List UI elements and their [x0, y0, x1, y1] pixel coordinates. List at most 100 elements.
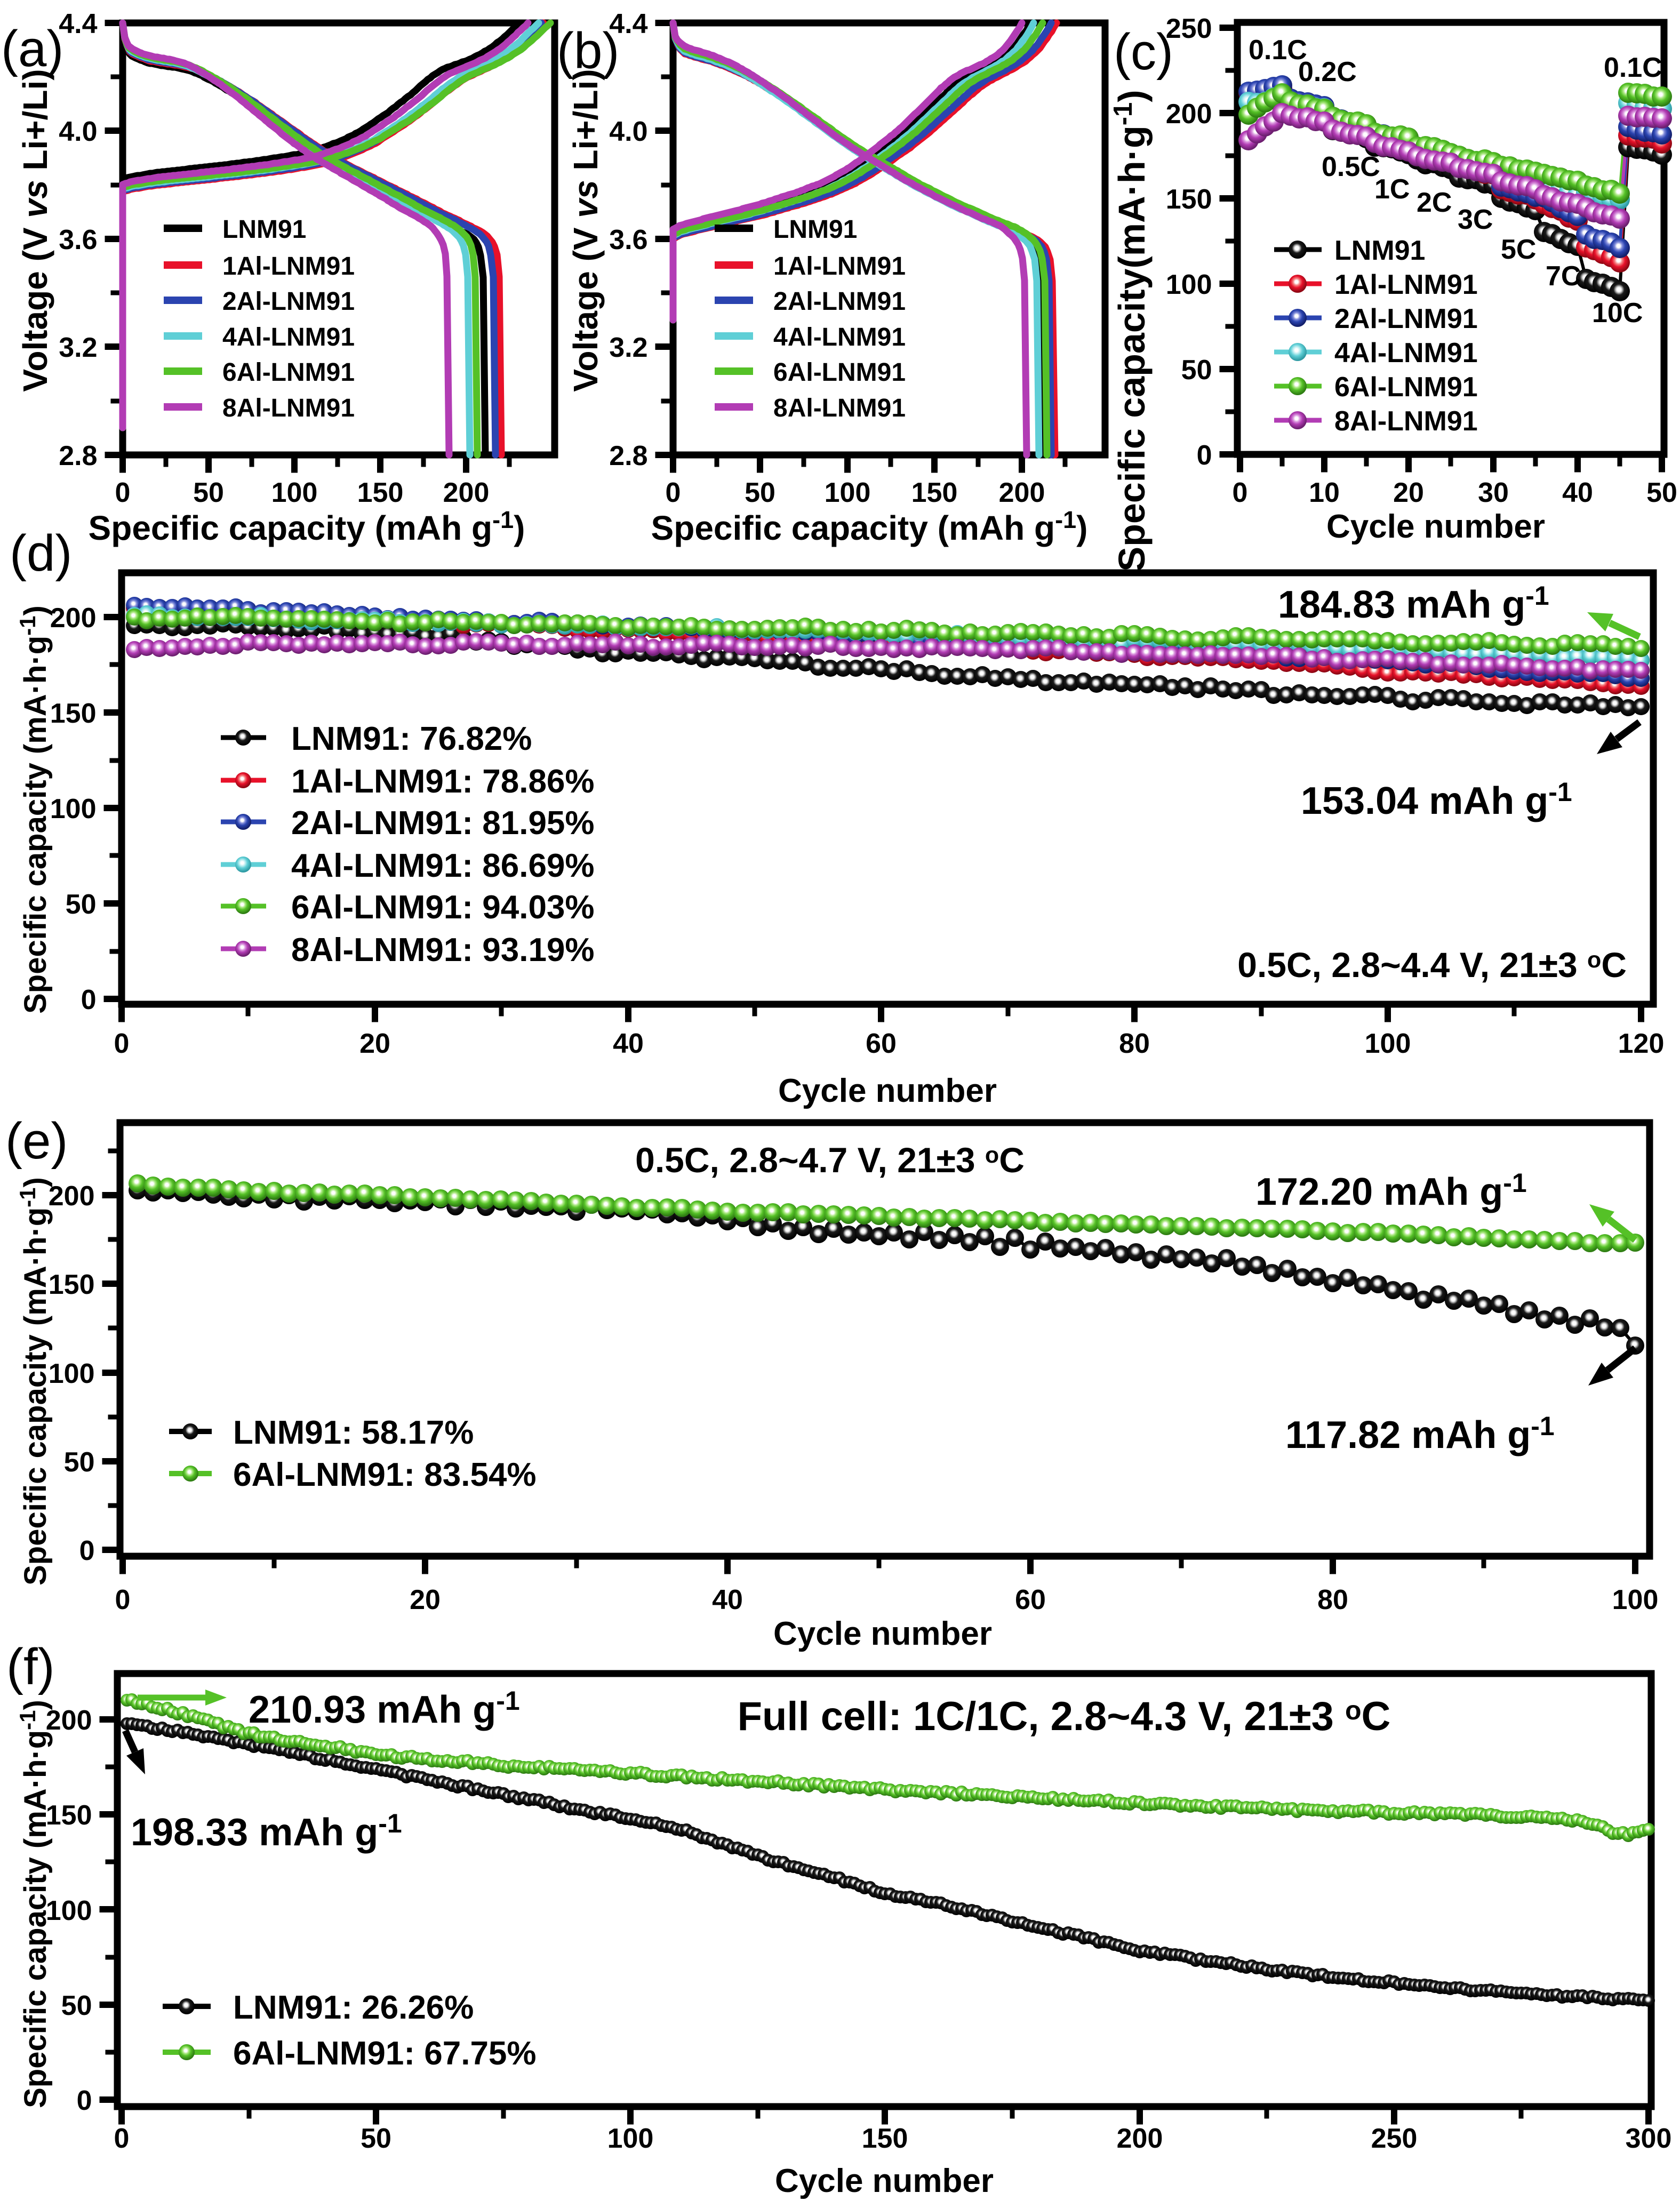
svg-text:153.04 mAh g-1: 153.04 mAh g-1	[1301, 777, 1572, 822]
svg-text:120: 120	[1618, 1028, 1665, 1059]
svg-text:1Al-LNM91: 78.86%: 1Al-LNM91: 78.86%	[291, 763, 595, 800]
svg-text:8Al-LNM91: 8Al-LNM91	[773, 394, 906, 422]
svg-text:20: 20	[410, 1584, 441, 1615]
svg-text:150: 150	[862, 2123, 908, 2154]
svg-text:0.5C: 0.5C	[1322, 151, 1380, 182]
svg-text:Specific capacity (mA·h·g-1): Specific capacity (mA·h·g-1)	[15, 1700, 53, 2108]
svg-text:150: 150	[49, 1269, 95, 1300]
svg-text:4Al-LNM91: 4Al-LNM91	[1334, 338, 1478, 369]
svg-text:200: 200	[1166, 99, 1212, 130]
svg-text:200: 200	[443, 477, 490, 508]
svg-text:(a): (a)	[1, 20, 63, 77]
svg-text:100: 100	[49, 1358, 95, 1389]
svg-text:6Al-LNM91: 6Al-LNM91	[222, 358, 355, 387]
svg-text:0.5C, 2.8~4.4 V, 21±3 oC: 0.5C, 2.8~4.4 V, 21±3 oC	[1237, 945, 1627, 985]
svg-text:1C: 1C	[1374, 174, 1410, 205]
svg-text:100: 100	[825, 477, 871, 508]
svg-text:LNM91: LNM91	[1334, 235, 1425, 266]
svg-text:60: 60	[866, 1028, 897, 1059]
svg-text:8Al-LNM91: 8Al-LNM91	[1334, 406, 1478, 437]
svg-text:20: 20	[1393, 477, 1424, 508]
svg-text:4.4: 4.4	[609, 9, 647, 39]
svg-text:0.1C: 0.1C	[1249, 35, 1307, 66]
svg-text:0: 0	[115, 477, 131, 508]
svg-text:LNM91: 58.17%: LNM91: 58.17%	[233, 1414, 474, 1451]
svg-text:0.2C: 0.2C	[1298, 57, 1357, 87]
svg-text:0.1C: 0.1C	[1604, 52, 1662, 83]
svg-text:50: 50	[745, 477, 775, 508]
svg-text:10C: 10C	[1592, 298, 1643, 329]
svg-text:100: 100	[46, 1895, 92, 1926]
svg-text:1Al-LNM91: 1Al-LNM91	[1334, 269, 1478, 300]
svg-text:100: 100	[1166, 269, 1212, 300]
svg-text:50: 50	[361, 2123, 391, 2154]
svg-text:30: 30	[1478, 477, 1509, 508]
svg-text:250: 250	[1371, 2123, 1418, 2154]
svg-text:50: 50	[1181, 355, 1212, 386]
svg-text:3.6: 3.6	[59, 225, 97, 255]
svg-text:0: 0	[77, 2085, 92, 2116]
svg-text:50: 50	[1646, 477, 1677, 508]
svg-text:80: 80	[1119, 1028, 1150, 1059]
svg-text:50: 50	[61, 1990, 92, 2021]
svg-text:200: 200	[1117, 2123, 1163, 2154]
svg-text:198.33 mAh g-1: 198.33 mAh g-1	[131, 1808, 402, 1854]
svg-text:(f): (f)	[6, 1638, 55, 1695]
svg-text:3C: 3C	[1458, 204, 1493, 235]
svg-text:0: 0	[1197, 440, 1212, 471]
svg-text:40: 40	[1562, 477, 1593, 508]
svg-text:100: 100	[271, 477, 318, 508]
svg-text:1Al-LNM91: 1Al-LNM91	[773, 252, 906, 281]
svg-text:Voltage (V vs Li+/Li): Voltage (V vs Li+/Li)	[16, 69, 54, 391]
svg-text:300: 300	[1626, 2123, 1672, 2154]
svg-text:Cycle number: Cycle number	[773, 1615, 992, 1652]
svg-text:0: 0	[666, 477, 681, 508]
svg-text:0: 0	[114, 2123, 130, 2154]
svg-text:4.4: 4.4	[59, 9, 97, 39]
svg-text:50: 50	[64, 1447, 95, 1478]
svg-text:184.83 mAh g-1: 184.83 mAh g-1	[1278, 581, 1549, 626]
svg-text:0: 0	[79, 1535, 95, 1566]
svg-text:3.2: 3.2	[609, 332, 647, 363]
svg-text:Specific capacity (mAh g-1): Specific capacity (mAh g-1)	[89, 506, 525, 547]
svg-text:6Al-LNM91: 94.03%: 6Al-LNM91: 94.03%	[291, 889, 595, 926]
svg-text:100: 100	[607, 2123, 654, 2154]
svg-text:(d): (d)	[10, 525, 72, 582]
svg-text:200: 200	[50, 603, 97, 634]
svg-text:0: 0	[115, 1584, 131, 1615]
svg-text:8Al-LNM91: 93.19%: 8Al-LNM91: 93.19%	[291, 932, 595, 969]
svg-text:200: 200	[49, 1181, 95, 1212]
svg-text:6Al-LNM91: 67.75%: 6Al-LNM91: 67.75%	[233, 2035, 537, 2072]
svg-text:100: 100	[1365, 1028, 1411, 1059]
svg-text:Cycle number: Cycle number	[778, 1073, 997, 1109]
svg-text:50: 50	[66, 889, 97, 920]
svg-text:8Al-LNM91: 8Al-LNM91	[222, 394, 355, 422]
svg-text:Specific capacity (mA·h·g-1): Specific capacity (mA·h·g-1)	[15, 1177, 53, 1586]
svg-text:150: 150	[1166, 184, 1212, 215]
svg-text:4Al-LNM91: 4Al-LNM91	[222, 323, 355, 351]
svg-text:2C: 2C	[1417, 187, 1452, 218]
svg-text:(b): (b)	[557, 22, 619, 79]
svg-text:4Al-LNM91: 86.69%: 4Al-LNM91: 86.69%	[291, 847, 595, 884]
svg-text:150: 150	[911, 477, 958, 508]
svg-text:50: 50	[193, 477, 224, 508]
svg-text:LNM91: LNM91	[773, 215, 857, 244]
svg-text:7C: 7C	[1546, 261, 1581, 292]
svg-text:60: 60	[1015, 1584, 1046, 1615]
svg-text:10: 10	[1309, 477, 1340, 508]
svg-text:0: 0	[114, 1028, 130, 1059]
svg-text:200: 200	[999, 477, 1045, 508]
svg-text:4.0: 4.0	[609, 116, 647, 147]
svg-text:40: 40	[613, 1028, 644, 1059]
svg-text:100: 100	[1612, 1584, 1659, 1615]
svg-text:172.20 mAh g-1: 172.20 mAh g-1	[1255, 1168, 1527, 1213]
svg-text:2Al-LNM91: 2Al-LNM91	[1334, 303, 1478, 334]
svg-text:3.6: 3.6	[609, 225, 647, 255]
svg-text:200: 200	[46, 1705, 92, 1736]
svg-text:5C: 5C	[1501, 234, 1536, 265]
svg-text:Cycle number: Cycle number	[775, 2163, 994, 2199]
svg-text:210.93 mAh g-1: 210.93 mAh g-1	[249, 1686, 520, 1731]
svg-text:(c): (c)	[1114, 23, 1173, 81]
svg-text:2.8: 2.8	[59, 441, 97, 471]
svg-text:2.8: 2.8	[609, 441, 647, 471]
